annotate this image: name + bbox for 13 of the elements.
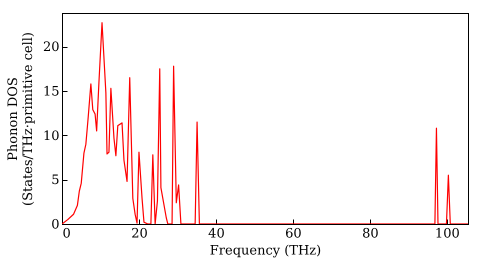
y-axis-title: Phonon DOS (States/THz·primitive cell) bbox=[6, 32, 36, 206]
x-tick-label: 100 bbox=[434, 226, 460, 242]
x-tick-label: 40 bbox=[208, 226, 225, 242]
x-tick-label: 80 bbox=[362, 226, 379, 242]
x-axis-title: Frequency (THz) bbox=[210, 244, 322, 258]
x-tick-label: 60 bbox=[285, 226, 302, 242]
x-tick-label: 20 bbox=[131, 226, 148, 242]
y-tick-label: 20 bbox=[42, 40, 60, 56]
y-tick-label: 10 bbox=[42, 128, 60, 144]
y-tick-label: 15 bbox=[42, 84, 60, 100]
y-tick-label: 5 bbox=[51, 173, 60, 188]
x-tick-label: 0 bbox=[62, 226, 71, 242]
line-series bbox=[62, 22, 468, 224]
